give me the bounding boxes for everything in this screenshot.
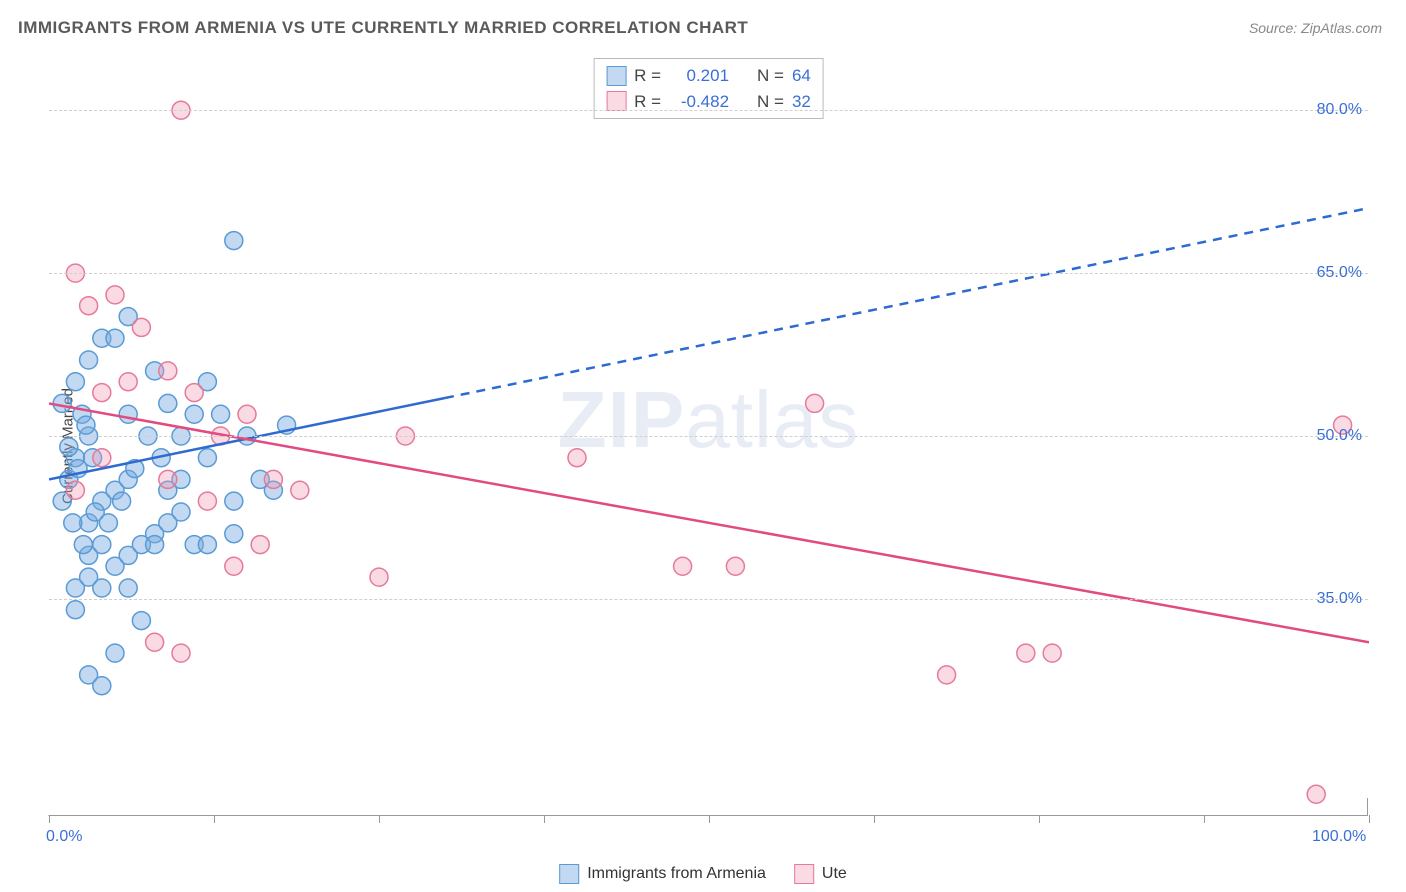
data-point xyxy=(568,449,586,467)
data-point xyxy=(99,514,117,532)
x-tick xyxy=(874,815,875,823)
series-legend: Immigrants from Armenia Ute xyxy=(559,864,847,884)
data-point xyxy=(106,329,124,347)
fit-line-dashed xyxy=(445,208,1369,398)
data-point xyxy=(674,557,692,575)
gridline xyxy=(49,599,1368,600)
data-point xyxy=(238,405,256,423)
legend-label-a: Immigrants from Armenia xyxy=(587,865,766,883)
x-tick xyxy=(49,815,50,823)
data-point xyxy=(113,492,131,510)
data-point xyxy=(80,351,98,369)
data-point xyxy=(66,481,84,499)
data-point xyxy=(159,362,177,380)
legend-n-value-a: 64 xyxy=(792,63,811,89)
data-point xyxy=(198,449,216,467)
y-tick-label: 50.0% xyxy=(1317,427,1362,445)
fit-line-solid xyxy=(49,403,1369,642)
data-point xyxy=(66,373,84,391)
gridline xyxy=(49,110,1368,111)
data-point xyxy=(93,384,111,402)
x-tick xyxy=(544,815,545,823)
data-point xyxy=(225,525,243,543)
data-point xyxy=(212,405,230,423)
swatch-series-b xyxy=(606,91,626,111)
data-point xyxy=(370,568,388,586)
data-point xyxy=(80,297,98,315)
data-point xyxy=(225,557,243,575)
data-point xyxy=(198,492,216,510)
data-point xyxy=(132,318,150,336)
swatch-series-a-icon xyxy=(559,864,579,884)
x-tick xyxy=(1369,815,1370,823)
data-point xyxy=(93,579,111,597)
data-point xyxy=(146,633,164,651)
x-axis-min-label: 0.0% xyxy=(46,828,82,846)
x-tick xyxy=(1204,815,1205,823)
data-point xyxy=(132,612,150,630)
data-point xyxy=(291,481,309,499)
gridline xyxy=(49,273,1368,274)
data-point xyxy=(172,644,190,662)
data-point xyxy=(185,384,203,402)
data-point xyxy=(225,232,243,250)
data-point xyxy=(938,666,956,684)
data-point xyxy=(119,373,137,391)
data-point xyxy=(159,394,177,412)
legend-r-value-a: 0.201 xyxy=(669,63,729,89)
data-point xyxy=(93,677,111,695)
swatch-series-a xyxy=(606,66,626,86)
page-title: IMMIGRANTS FROM ARMENIA VS UTE CURRENTLY… xyxy=(18,18,748,38)
y-tick-label: 65.0% xyxy=(1317,264,1362,282)
legend-r-label: R = xyxy=(634,63,661,89)
x-tick xyxy=(214,815,215,823)
data-point xyxy=(806,394,824,412)
data-point xyxy=(66,601,84,619)
data-point xyxy=(726,557,744,575)
data-point xyxy=(225,492,243,510)
data-point xyxy=(1043,644,1061,662)
data-point xyxy=(159,470,177,488)
data-point xyxy=(185,405,203,423)
y-tick-label: 35.0% xyxy=(1317,590,1362,608)
data-point xyxy=(60,438,78,456)
data-point xyxy=(264,470,282,488)
source-attribution: Source: ZipAtlas.com xyxy=(1249,20,1382,36)
swatch-series-b-icon xyxy=(794,864,814,884)
data-point xyxy=(251,536,269,554)
data-point xyxy=(146,536,164,554)
data-point xyxy=(74,536,92,554)
x-tick xyxy=(709,815,710,823)
data-point xyxy=(93,449,111,467)
data-point xyxy=(159,514,177,532)
data-point xyxy=(119,405,137,423)
legend-row-series-a: R = 0.201 N = 64 xyxy=(606,63,811,89)
data-point xyxy=(198,536,216,554)
y-tick-label: 80.0% xyxy=(1317,101,1362,119)
data-point xyxy=(1017,644,1035,662)
data-point xyxy=(1307,785,1325,803)
legend-item-series-b: Ute xyxy=(794,864,847,884)
chart-area: ZIPatlas R = 0.201 N = 64 R = -0.482 N =… xyxy=(48,56,1368,816)
gridline xyxy=(49,436,1368,437)
legend-n-label: N = xyxy=(757,63,784,89)
x-tick xyxy=(1039,815,1040,823)
data-point xyxy=(77,416,95,434)
data-point xyxy=(119,579,137,597)
data-point xyxy=(64,514,82,532)
x-axis-max-label: 100.0% xyxy=(1312,828,1366,846)
data-point xyxy=(106,644,124,662)
x-tick xyxy=(379,815,380,823)
legend-item-series-a: Immigrants from Armenia xyxy=(559,864,766,884)
legend-label-b: Ute xyxy=(822,865,847,883)
data-point xyxy=(106,286,124,304)
